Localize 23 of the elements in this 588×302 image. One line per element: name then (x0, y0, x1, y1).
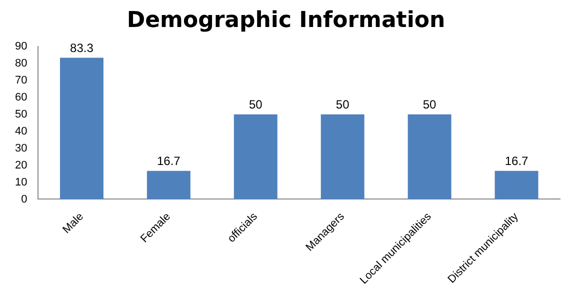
y-tick-label: 10 (14, 176, 28, 188)
y-tick-label: 60 (14, 91, 28, 104)
bar (60, 58, 104, 200)
data-label: 16.7 (504, 154, 529, 168)
bar (408, 114, 452, 200)
data-label: 83.3 (70, 41, 94, 56)
data-label: 50 (336, 98, 350, 112)
bar (494, 170, 538, 200)
y-tick-label: 40 (14, 125, 28, 138)
bar (234, 114, 278, 200)
y-tick-label: 70 (14, 74, 28, 86)
y-tick-label: 0 (21, 193, 28, 206)
y-tick-label: 90 (14, 40, 28, 52)
bar (146, 170, 190, 200)
chart-title: Demographic Information (126, 8, 446, 33)
data-label: 16.7 (156, 154, 181, 168)
y-tick-label: 30 (14, 142, 28, 154)
data-label: 50 (422, 98, 437, 112)
bar (320, 114, 364, 200)
y-tick-label: 50 (14, 108, 28, 120)
data-label: 50 (248, 98, 263, 112)
y-tick-label: 20 (14, 159, 28, 172)
y-tick-label: 80 (14, 57, 28, 70)
